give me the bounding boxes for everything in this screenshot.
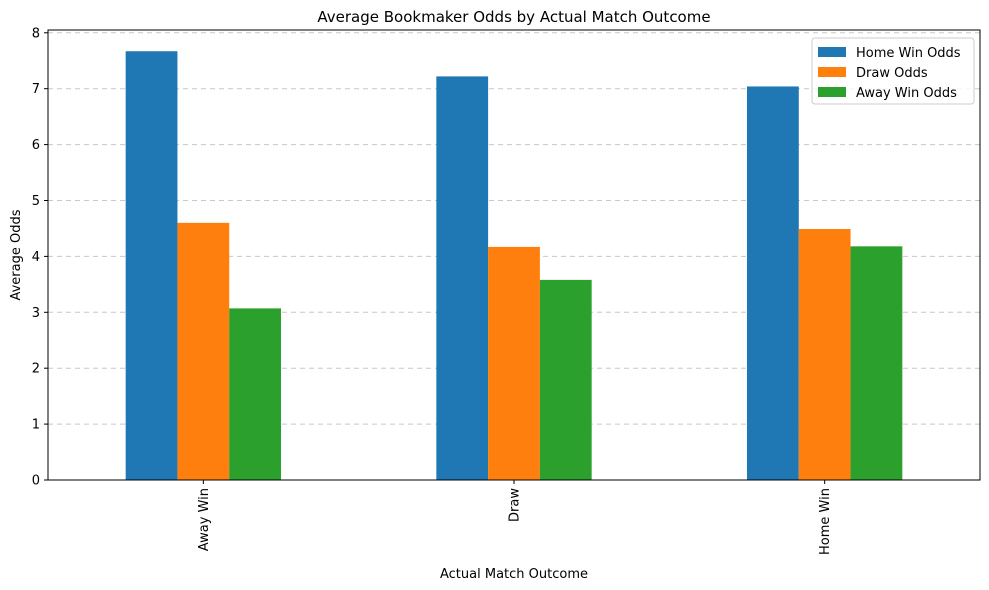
- x-tick-label: Draw: [508, 488, 523, 522]
- y-tick-label: 8: [32, 26, 40, 41]
- x-axis-label: Actual Match Outcome: [440, 567, 588, 582]
- legend-label: Draw Odds: [856, 66, 928, 81]
- bar: [229, 308, 281, 480]
- bar: [539, 279, 592, 480]
- y-tick-label: 3: [32, 306, 40, 321]
- x-tick-label: Away Win: [197, 488, 212, 551]
- y-tick-label: 1: [32, 418, 40, 433]
- x-axis: Away Win Draw Home Win: [197, 480, 833, 555]
- bars: [125, 51, 903, 480]
- y-tick-label: 5: [32, 194, 40, 209]
- y-axis-label: Average Odds: [9, 209, 24, 300]
- bar: [177, 222, 230, 480]
- x-tick-label: Home Win: [818, 488, 833, 555]
- y-tick-label: 6: [32, 138, 40, 153]
- y-tick-label: 7: [32, 82, 40, 97]
- legend-box: [811, 37, 975, 105]
- legend-label: Home Win Odds: [856, 46, 961, 61]
- legend-swatch: [818, 47, 846, 57]
- bar: [488, 246, 540, 480]
- legend-label: Away Win Odds: [856, 86, 957, 101]
- legend: Home Win Odds Draw Odds Away Win Odds: [811, 37, 975, 105]
- bar: [798, 229, 851, 480]
- bar: [436, 76, 489, 480]
- y-tick-label: 2: [32, 362, 40, 377]
- legend-swatch: [818, 87, 846, 97]
- bar: [850, 246, 903, 480]
- bar: [747, 86, 799, 480]
- legend-swatch: [818, 67, 846, 77]
- chart-title: Average Bookmaker Odds by Actual Match O…: [317, 8, 710, 26]
- y-axis: 0 1 2 3 4 5 6 7 8: [32, 26, 48, 489]
- bar: [125, 51, 178, 480]
- y-tick-label: 0: [32, 474, 40, 489]
- y-tick-label: 4: [32, 250, 40, 265]
